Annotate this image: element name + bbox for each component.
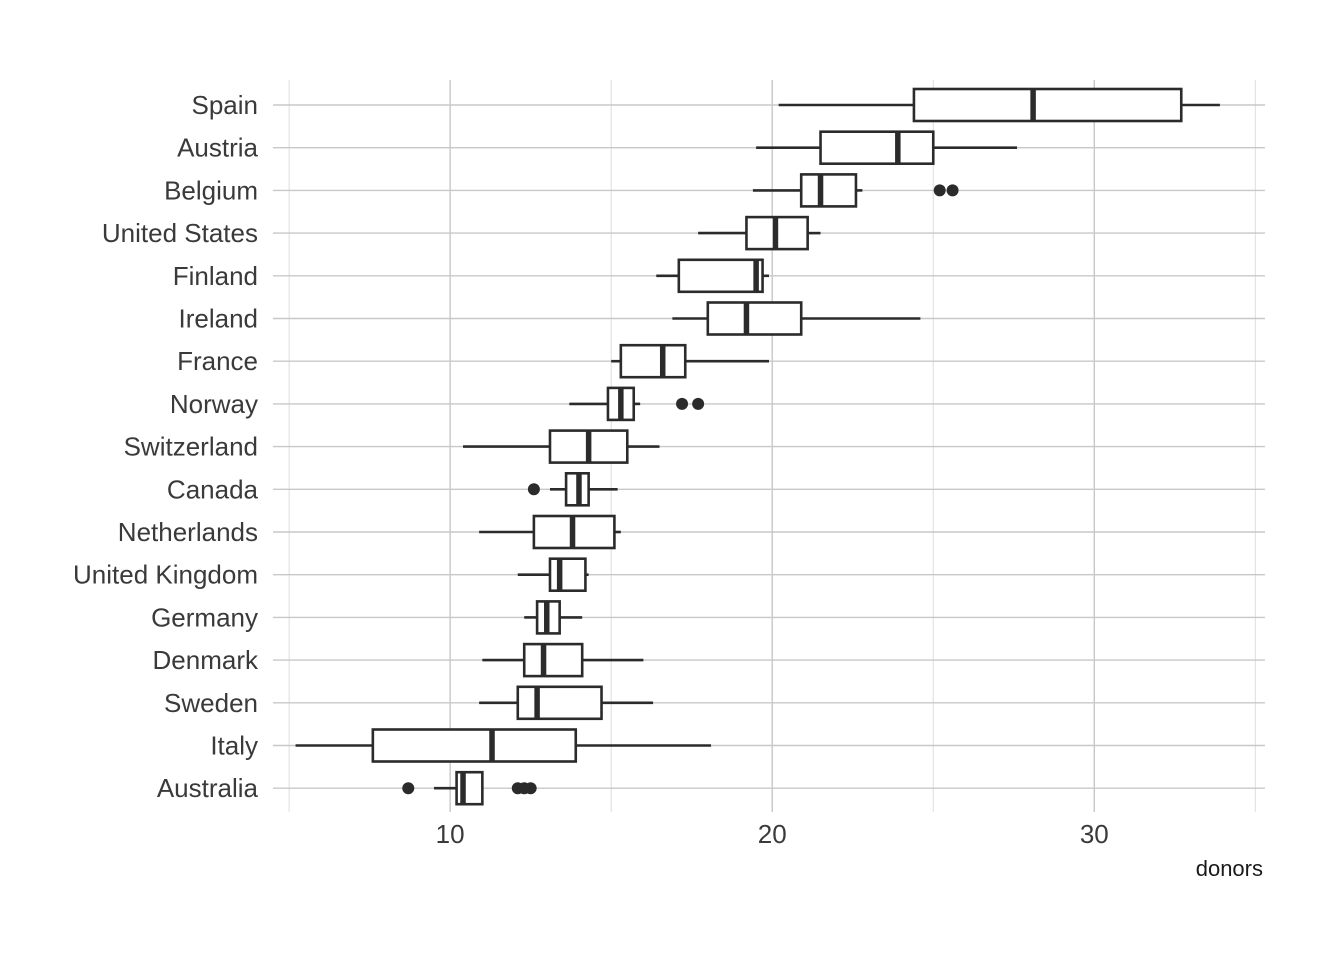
- box-group: [569, 386, 705, 422]
- y-tick-label: Sweden: [164, 688, 258, 718]
- y-tick-label: Belgium: [164, 175, 258, 205]
- box-iqr: [799, 173, 858, 208]
- y-tick-label: United Kingdom: [73, 560, 258, 590]
- box-group: [698, 215, 821, 251]
- outlier-point: [527, 483, 540, 496]
- x-tick-label: 10: [436, 819, 465, 849]
- box-group: [656, 258, 769, 294]
- box-group: [778, 87, 1220, 123]
- y-tick-label: Ireland: [179, 304, 259, 334]
- x-tick-label: 30: [1080, 819, 1109, 849]
- box-iqr: [677, 258, 764, 294]
- box-group: [752, 173, 959, 208]
- x-tick-label: 20: [758, 819, 787, 849]
- y-tick-label: Italy: [210, 731, 258, 761]
- box-iqr: [706, 301, 803, 336]
- box-group: [611, 343, 769, 379]
- outlier-point: [524, 782, 537, 795]
- y-tick-label: Australia: [157, 773, 259, 803]
- box-iqr: [619, 343, 687, 379]
- outlier-point: [402, 782, 415, 795]
- outlier-point: [692, 397, 705, 410]
- box-group: [672, 301, 921, 336]
- y-tick-label: Canada: [167, 474, 259, 504]
- y-tick-label: Spain: [192, 90, 259, 120]
- outlier-point: [676, 397, 689, 410]
- box-iqr: [912, 87, 1183, 123]
- outlier-point: [946, 184, 959, 197]
- y-tick-label: Switzerland: [124, 432, 258, 462]
- box-iqr: [548, 557, 587, 593]
- x-axis-title: donors: [1196, 856, 1263, 881]
- box-iqr: [516, 685, 603, 721]
- x-axis-labels: 10 20 30: [436, 819, 1109, 849]
- box-iqr: [522, 642, 584, 678]
- box-group: [463, 429, 660, 464]
- box-group: [479, 514, 621, 550]
- y-tick-label: Germany: [151, 602, 258, 632]
- y-tick-label: Norway: [170, 389, 258, 419]
- y-tick-label: Austria: [177, 133, 258, 163]
- y-tick-label: United States: [102, 218, 258, 248]
- box-group: [756, 130, 1017, 165]
- boxes: [295, 87, 1220, 806]
- box-group: [402, 770, 537, 806]
- box-group: [482, 642, 644, 678]
- box-group: [527, 471, 618, 507]
- box-group: [295, 728, 712, 763]
- outlier-point: [933, 184, 946, 197]
- box-iqr: [819, 130, 935, 165]
- y-tick-label: Finland: [173, 261, 258, 291]
- y-axis-labels: Spain Austria Belgium United States Finland I…: [73, 90, 259, 803]
- box-group: [524, 600, 583, 635]
- box-group: [479, 685, 654, 721]
- box-group: [517, 557, 589, 593]
- box-iqr: [371, 728, 578, 763]
- y-tick-label: Netherlands: [118, 517, 258, 547]
- y-tick-label: France: [177, 346, 258, 376]
- y-tick-label: Denmark: [153, 645, 259, 675]
